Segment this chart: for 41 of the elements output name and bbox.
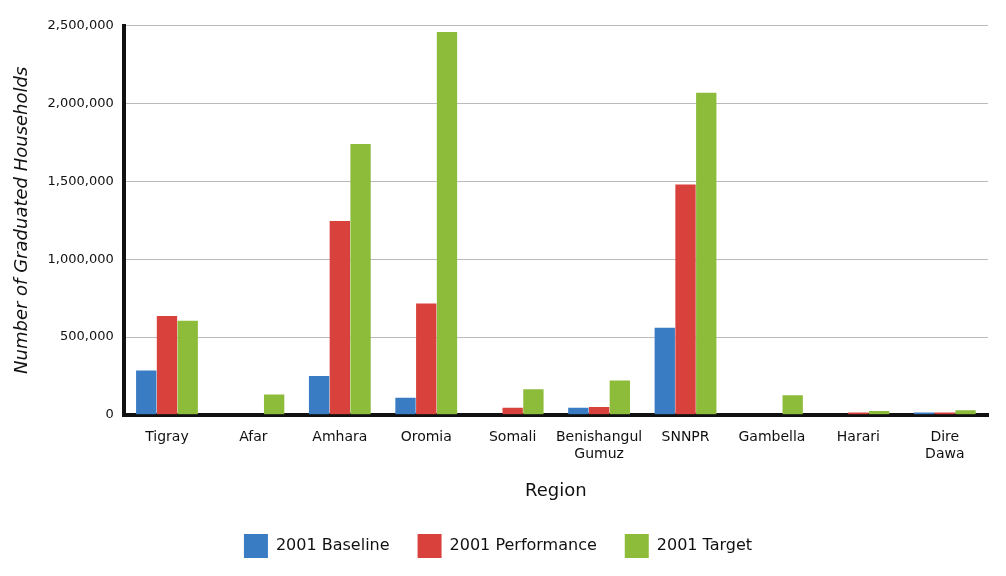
legend-label: 2001 Target [656,535,753,555]
bar [395,397,416,415]
y-tick-label: 1,500,000 [47,172,114,188]
x-tick-label: Tigray [144,427,189,444]
y-tick-label: 1,000,000 [47,250,114,266]
bar [955,410,976,415]
bar [350,144,371,415]
y-tick-label: 2,000,000 [47,94,114,110]
x-tick-label: Oromia [400,427,452,444]
x-tick-label: Dire Dawa [925,427,965,461]
bar [416,303,437,415]
legend-label: 2001 Performance [449,535,597,555]
y-tick-label: 500,000 [60,328,114,344]
bar [696,92,717,415]
bar [308,375,330,415]
x-tick-label: Gambella [738,427,806,444]
y-tick-label: 0 [105,406,114,422]
x-tick-label: Benishangul Gumuz [555,427,643,461]
y-tick-label: 2,500,000 [47,17,114,33]
bar [523,389,544,415]
bar [263,394,285,415]
bar [675,184,696,415]
bar [654,327,675,415]
bar [177,320,198,415]
x-tick-label: SNNPR [661,427,710,444]
bar [782,395,803,415]
bar [136,370,157,415]
x-axis-title: Region [525,478,587,500]
bar [502,407,523,415]
bar [436,32,458,415]
y-axis-title: Number of Graduated Households [10,66,32,374]
legend-label: 2001 Baseline [275,535,390,555]
x-tick-label: Harari [836,427,880,444]
bar [568,407,589,415]
x-tick-label: Somali [488,427,537,444]
x-tick-label: Amhara [312,427,368,444]
bar [329,221,350,415]
bar [609,380,630,415]
bar [588,407,610,415]
x-tick-label: Afar [239,427,268,444]
bar [156,315,178,415]
